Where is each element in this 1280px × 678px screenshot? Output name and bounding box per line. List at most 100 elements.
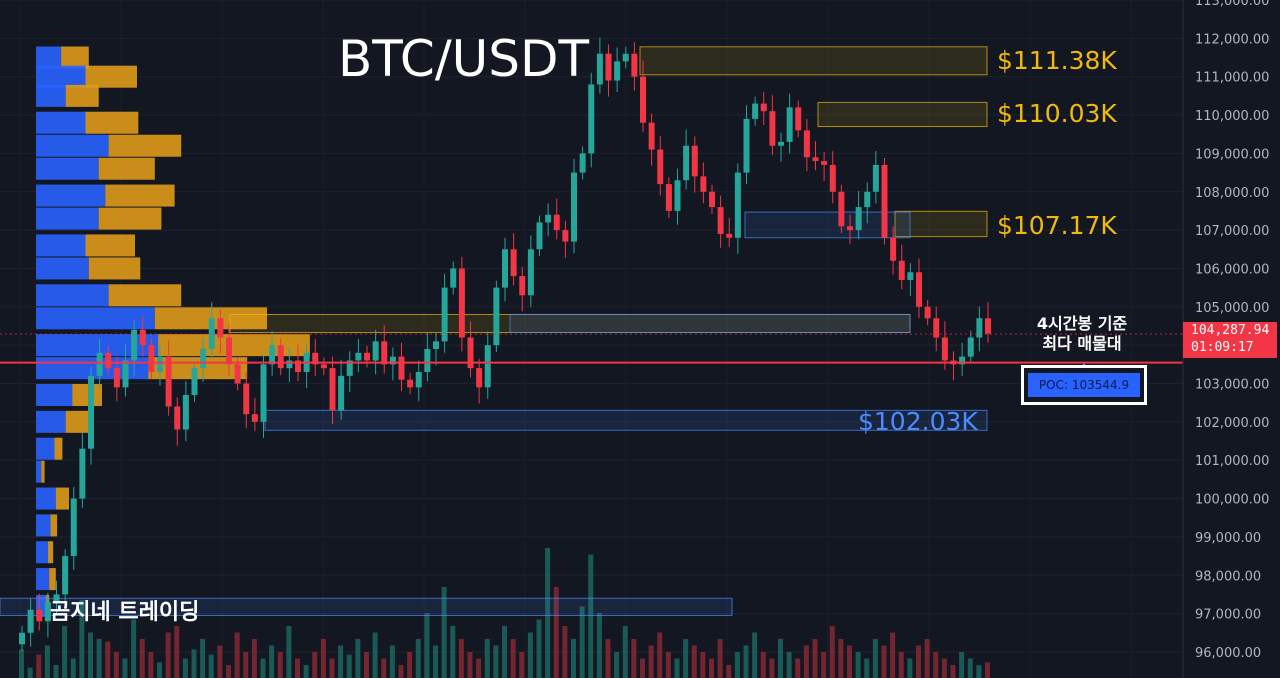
candle-body bbox=[70, 498, 77, 557]
candle-body bbox=[260, 364, 267, 422]
volume-bar bbox=[898, 652, 904, 678]
candle-body bbox=[571, 172, 577, 242]
vp-buy-bar bbox=[36, 46, 62, 69]
vp-sell-bar bbox=[85, 234, 135, 257]
volume-bar bbox=[70, 658, 76, 678]
candle-body bbox=[691, 145, 698, 177]
vp-sell-bar bbox=[72, 384, 102, 407]
candle-body bbox=[941, 337, 948, 361]
annotation-text: 4시간봉 기준 최다 매물대 bbox=[1012, 314, 1152, 354]
volume-bar bbox=[243, 652, 249, 678]
volume-bar bbox=[536, 619, 542, 678]
volume-bar bbox=[959, 652, 965, 678]
candle-body bbox=[484, 345, 491, 388]
volume-bar bbox=[484, 639, 490, 678]
vp-buy-bar bbox=[36, 437, 55, 460]
volume-bar bbox=[588, 554, 594, 678]
candle-body bbox=[174, 406, 181, 430]
volume-bar bbox=[286, 626, 292, 678]
candle-body bbox=[622, 53, 629, 62]
candle-body bbox=[769, 111, 776, 146]
vp-buy-bar bbox=[36, 284, 109, 307]
volume-bar bbox=[148, 652, 154, 678]
volume-bar bbox=[277, 652, 283, 678]
volume-bar bbox=[967, 658, 973, 678]
volume-bar bbox=[821, 652, 827, 678]
candle-body bbox=[19, 632, 25, 645]
volume-bar bbox=[329, 658, 335, 678]
zone-97k bbox=[0, 597, 733, 617]
volume-bar bbox=[700, 652, 706, 678]
volume-bar bbox=[562, 626, 568, 678]
volume-bar bbox=[916, 645, 921, 678]
candle-body bbox=[389, 356, 396, 365]
candle-body bbox=[381, 341, 388, 365]
volume-bar bbox=[364, 652, 369, 678]
vp-buy-bar bbox=[36, 334, 159, 357]
vp-sell-bar bbox=[105, 184, 175, 207]
vp-buy-bar bbox=[36, 111, 86, 134]
volume-bar bbox=[829, 626, 835, 678]
y-tick-label: 101,000.00 bbox=[1195, 454, 1269, 469]
volume-bar bbox=[424, 613, 430, 678]
volume-bars bbox=[19, 548, 990, 678]
candle-body bbox=[234, 364, 241, 384]
candle-body bbox=[959, 356, 966, 365]
volume-bar bbox=[433, 645, 438, 678]
candle-body bbox=[320, 364, 327, 369]
candle-body bbox=[269, 345, 276, 365]
volume-bar bbox=[389, 645, 395, 678]
volume-bar bbox=[691, 645, 697, 678]
volume-bar bbox=[752, 632, 758, 678]
candle-body bbox=[338, 375, 345, 411]
candle-body bbox=[734, 172, 741, 238]
volume-bar bbox=[838, 639, 844, 678]
candle-body bbox=[139, 329, 146, 346]
current-price-tag: 104,287.94 01:09:17 bbox=[1183, 322, 1277, 358]
y-tick-label: 103,000.00 bbox=[1195, 378, 1269, 393]
volume-bar bbox=[62, 626, 68, 678]
candle-body bbox=[286, 360, 293, 369]
y-tick-label: 106,000.00 bbox=[1195, 262, 1269, 277]
volume-bar bbox=[683, 639, 689, 678]
candle-body bbox=[640, 76, 646, 123]
candle-body bbox=[614, 61, 621, 81]
volume-bar bbox=[640, 658, 645, 678]
volume-bar bbox=[415, 639, 421, 678]
vp-buy-bar bbox=[36, 487, 56, 510]
candle-body bbox=[588, 84, 595, 154]
vp-sell-bar bbox=[85, 111, 139, 134]
candle-body bbox=[829, 164, 836, 192]
volume-bar bbox=[648, 645, 654, 678]
y-tick-label: 97,000.00 bbox=[1195, 608, 1261, 623]
candle-body bbox=[847, 226, 853, 231]
annotation-line2: 최다 매물대 bbox=[1042, 334, 1122, 353]
candle-body bbox=[372, 341, 379, 361]
vp-buy-bar bbox=[36, 157, 99, 180]
volume-bar bbox=[760, 652, 766, 678]
volume-bar bbox=[709, 658, 714, 678]
candle-body bbox=[786, 107, 793, 142]
vp-sell-bar bbox=[158, 334, 310, 357]
candle-body bbox=[182, 395, 189, 430]
vp-sell-bar bbox=[148, 357, 248, 380]
vp-sell-bar bbox=[108, 134, 182, 157]
vp-sell-bar bbox=[88, 257, 141, 280]
y-tick-label: 112,000.00 bbox=[1195, 32, 1269, 47]
candle-body bbox=[657, 149, 664, 185]
candle-body bbox=[596, 53, 603, 85]
volume-bar bbox=[191, 649, 197, 678]
vp-buy-bar bbox=[36, 514, 51, 537]
candle-body bbox=[510, 249, 517, 277]
volume-bar bbox=[510, 639, 516, 678]
volume-bar bbox=[950, 665, 956, 678]
candle-body bbox=[398, 356, 405, 380]
vp-buy-bar bbox=[36, 384, 73, 407]
volume-bar bbox=[579, 606, 585, 678]
volume-bar bbox=[458, 639, 464, 678]
volume-bar bbox=[864, 658, 870, 678]
candle-body bbox=[44, 602, 51, 622]
volume-bar bbox=[847, 645, 852, 678]
candle-body bbox=[329, 368, 336, 411]
